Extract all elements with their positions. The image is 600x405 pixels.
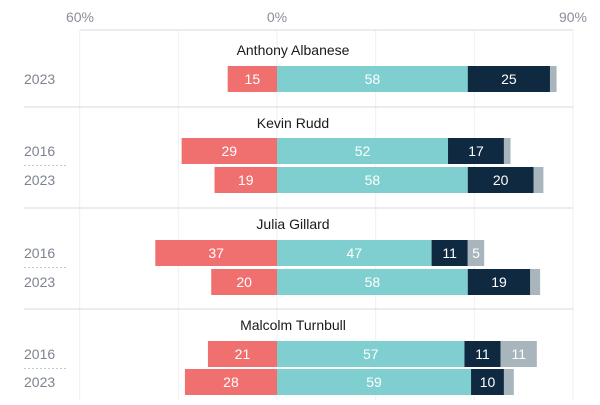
bar-segment [277, 369, 472, 395]
leader-name: Malcolm Turnbull [240, 317, 346, 333]
data-label: 11 [511, 346, 526, 362]
data-label: 58 [365, 71, 381, 87]
bar-segment [277, 341, 465, 367]
bar-segment [431, 240, 468, 266]
data-label: 20 [236, 274, 252, 290]
data-label: 58 [365, 274, 381, 290]
bar-segment [471, 369, 504, 395]
bar-segment [549, 66, 557, 92]
axis-tick-label: 90% [559, 9, 587, 25]
data-label: 57 [363, 346, 379, 362]
axis-tick-label: 0% [267, 9, 287, 25]
data-label: 10 [480, 374, 496, 390]
data-label: 11 [442, 245, 457, 261]
year-label: 2023 [24, 172, 55, 188]
bar-segment [277, 167, 468, 193]
bar-segment [277, 138, 449, 164]
data-label: 47 [346, 245, 362, 261]
year-label: 2016 [24, 346, 55, 362]
leader-name: Anthony Albanese [237, 42, 350, 58]
bar-segment [448, 138, 504, 164]
data-label: 28 [223, 374, 239, 390]
bar-segment [181, 138, 277, 164]
bar-segment [277, 240, 432, 266]
year-label: 2016 [24, 245, 55, 261]
year-label: 2023 [24, 274, 55, 290]
data-label: 19 [238, 172, 254, 188]
data-label: 37 [208, 245, 224, 261]
data-label: 20 [493, 172, 509, 188]
bar-segment [503, 369, 514, 395]
bar-segment [467, 240, 485, 266]
data-label: 21 [235, 346, 251, 362]
bar-segment [277, 66, 468, 92]
bar-segment [214, 167, 277, 193]
bar-segment [503, 138, 511, 164]
leader-name: Julia Gillard [256, 216, 329, 232]
data-label: 11 [475, 346, 490, 362]
bar-segment [467, 167, 534, 193]
bar-segment [277, 269, 468, 295]
bar-segment [211, 269, 277, 295]
bar-segment [155, 240, 277, 266]
bar-segment [207, 341, 277, 367]
year-label: 2016 [24, 143, 55, 159]
data-label: 25 [501, 71, 517, 87]
bar-segment [184, 369, 277, 395]
bar-segment [467, 269, 531, 295]
bar-segment [533, 167, 544, 193]
data-label: 29 [222, 143, 238, 159]
bar-segment [227, 66, 277, 92]
year-label: 2023 [24, 71, 55, 87]
data-label: 59 [366, 374, 382, 390]
bar-segment [530, 269, 541, 295]
data-label: 58 [365, 172, 381, 188]
data-label: 19 [491, 274, 507, 290]
bar-segment [500, 341, 537, 367]
data-label: 5 [472, 245, 480, 261]
data-label: 17 [468, 143, 484, 159]
year-label: 2023 [24, 374, 55, 390]
bar-segment [467, 66, 550, 92]
data-label: 15 [245, 71, 261, 87]
leader-name: Kevin Rudd [257, 115, 329, 131]
bar-segment [464, 341, 501, 367]
data-label: 52 [355, 143, 371, 159]
axis-tick-label: 60% [66, 9, 94, 25]
